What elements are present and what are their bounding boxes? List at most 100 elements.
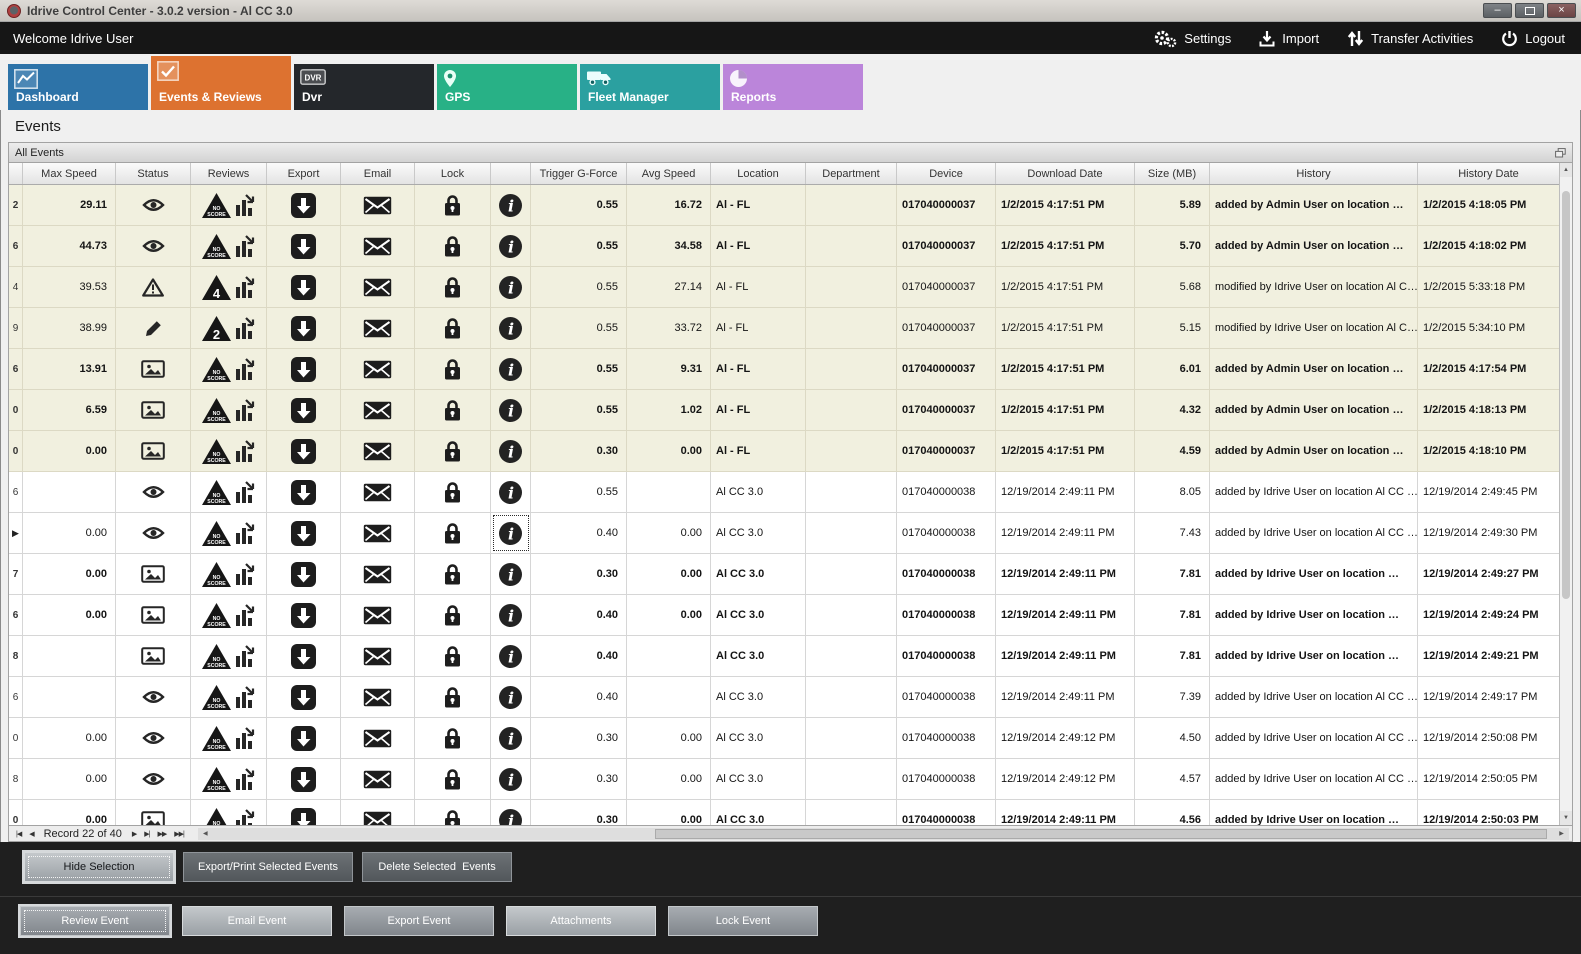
- cell-status[interactable]: [116, 226, 191, 266]
- event-row[interactable]: 0 0.00 NO SCORE i 0.30 0.00 Al - FL 017040000037…: [9, 431, 1559, 472]
- cell-status[interactable]: [116, 431, 191, 471]
- cell-lock[interactable]: [415, 390, 491, 430]
- cell-status[interactable]: [116, 349, 191, 389]
- column-header-device[interactable]: Device: [897, 163, 996, 184]
- cell-status[interactable]: [116, 513, 191, 553]
- cell-info[interactable]: i: [491, 636, 531, 676]
- tab-reports[interactable]: Reports: [723, 64, 863, 110]
- scroll-up-arrow[interactable]: ▲: [1560, 163, 1572, 177]
- tab-events-reviews[interactable]: Events & Reviews: [151, 56, 291, 110]
- tab-dashboard[interactable]: Dashboard: [8, 64, 148, 110]
- cell-lock[interactable]: [415, 267, 491, 307]
- cell-info[interactable]: i: [491, 226, 531, 266]
- column-header-lock[interactable]: Lock: [415, 163, 491, 184]
- cell-email[interactable]: [341, 308, 415, 348]
- column-header-blank[interactable]: [9, 163, 23, 184]
- cell-status[interactable]: [116, 800, 191, 825]
- column-header-reviews[interactable]: Reviews: [191, 163, 267, 184]
- event-row[interactable]: ▶ 0.00 NO SCORE i 0.40 0.00 Al CC 3.0 0170400000…: [9, 513, 1559, 554]
- first-record-button[interactable]: |◀: [16, 830, 22, 838]
- cell-status[interactable]: [116, 267, 191, 307]
- cell-lock[interactable]: [415, 677, 491, 717]
- cell-status[interactable]: [116, 677, 191, 717]
- cell-email[interactable]: [341, 595, 415, 635]
- cell-export[interactable]: [267, 390, 341, 430]
- cell-export[interactable]: [267, 595, 341, 635]
- cell-email[interactable]: [341, 759, 415, 799]
- settings-button[interactable]: Settings: [1153, 29, 1231, 48]
- cell-export[interactable]: [267, 431, 341, 471]
- cell-info[interactable]: i: [491, 472, 531, 512]
- cell-lock[interactable]: [415, 718, 491, 758]
- cell-lock[interactable]: [415, 554, 491, 594]
- tab-gps[interactable]: GPS: [437, 64, 577, 110]
- cell-export[interactable]: [267, 636, 341, 676]
- cell-lock[interactable]: [415, 513, 491, 553]
- cell-email[interactable]: [341, 390, 415, 430]
- last-page-button[interactable]: ▶▶|: [174, 830, 185, 838]
- column-header-download-date[interactable]: Download Date: [996, 163, 1135, 184]
- vertical-scrollbar[interactable]: ▲ ▼: [1559, 163, 1572, 825]
- cell-info[interactable]: i: [491, 677, 531, 717]
- cell-export[interactable]: [267, 472, 341, 512]
- cell-lock[interactable]: [415, 759, 491, 799]
- column-header-history-date[interactable]: History Date: [1458, 167, 1519, 180]
- cell-export[interactable]: [267, 800, 341, 825]
- column-header-email[interactable]: Email: [341, 163, 415, 184]
- hide-selection-button[interactable]: Hide Selection: [24, 852, 174, 882]
- cell-info[interactable]: i: [491, 513, 531, 553]
- event-row[interactable]: 2 29.11 NO SCORE i 0.55 16.72 Al - FL 0170400000…: [9, 185, 1559, 226]
- export-print-selected-events-button[interactable]: Export/Print Selected Events: [183, 852, 354, 882]
- event-row[interactable]: 4 39.53 4 i 0.55 27.14 Al - FL 017040000037 1/2/…: [9, 267, 1559, 308]
- delete-selected-events-button[interactable]: Delete Selected Events: [362, 852, 513, 882]
- cell-email[interactable]: [341, 267, 415, 307]
- horizontal-scroll-track[interactable]: [212, 827, 1554, 840]
- cell-lock[interactable]: [415, 472, 491, 512]
- event-row[interactable]: 8 0.00 NO SCORE i 0.30 0.00 Al CC 3.0 0170400000…: [9, 759, 1559, 800]
- scroll-down-arrow[interactable]: ▼: [1560, 811, 1572, 825]
- logout-button[interactable]: Logout: [1501, 30, 1565, 47]
- cell-lock[interactable]: [415, 185, 491, 225]
- last-record-button[interactable]: ▶|: [144, 830, 150, 838]
- cell-lock[interactable]: [415, 800, 491, 825]
- attachments-button[interactable]: Attachments: [506, 906, 656, 936]
- maximize-button[interactable]: [1515, 3, 1544, 18]
- cell-status[interactable]: [116, 472, 191, 512]
- column-header-history[interactable]: History: [1210, 163, 1418, 184]
- cell-email[interactable]: [341, 636, 415, 676]
- cell-email[interactable]: [341, 677, 415, 717]
- cell-info[interactable]: i: [491, 185, 531, 225]
- event-row[interactable]: 6 13.91 NO SCORE i 0.55 9.31 Al - FL 01704000003…: [9, 349, 1559, 390]
- column-header-export[interactable]: Export: [267, 163, 341, 184]
- cell-status[interactable]: [116, 308, 191, 348]
- review-event-button[interactable]: Review Event: [20, 906, 170, 936]
- cell-lock[interactable]: [415, 226, 491, 266]
- next-page-button[interactable]: ▶▶: [157, 830, 167, 838]
- tab-fleet-manager[interactable]: Fleet Manager: [580, 64, 720, 110]
- cell-status[interactable]: [116, 595, 191, 635]
- cell-lock[interactable]: [415, 431, 491, 471]
- cell-email[interactable]: [341, 349, 415, 389]
- email-event-button[interactable]: Email Event: [182, 906, 332, 936]
- cell-info[interactable]: i: [491, 718, 531, 758]
- cell-status[interactable]: [116, 185, 191, 225]
- cell-reviews[interactable]: 4: [191, 267, 267, 307]
- cell-info[interactable]: i: [491, 349, 531, 389]
- cell-export[interactable]: [267, 226, 341, 266]
- event-row[interactable]: 9 38.99 2 i 0.55 33.72 Al - FL 017040000037 1/2/…: [9, 308, 1559, 349]
- cell-info[interactable]: i: [491, 390, 531, 430]
- column-header-avg-speed[interactable]: Avg Speed: [627, 163, 711, 184]
- cell-export[interactable]: [267, 185, 341, 225]
- event-row[interactable]: 6 0.00 NO SCORE i 0.40 0.00 Al CC 3.0 0170400000…: [9, 595, 1559, 636]
